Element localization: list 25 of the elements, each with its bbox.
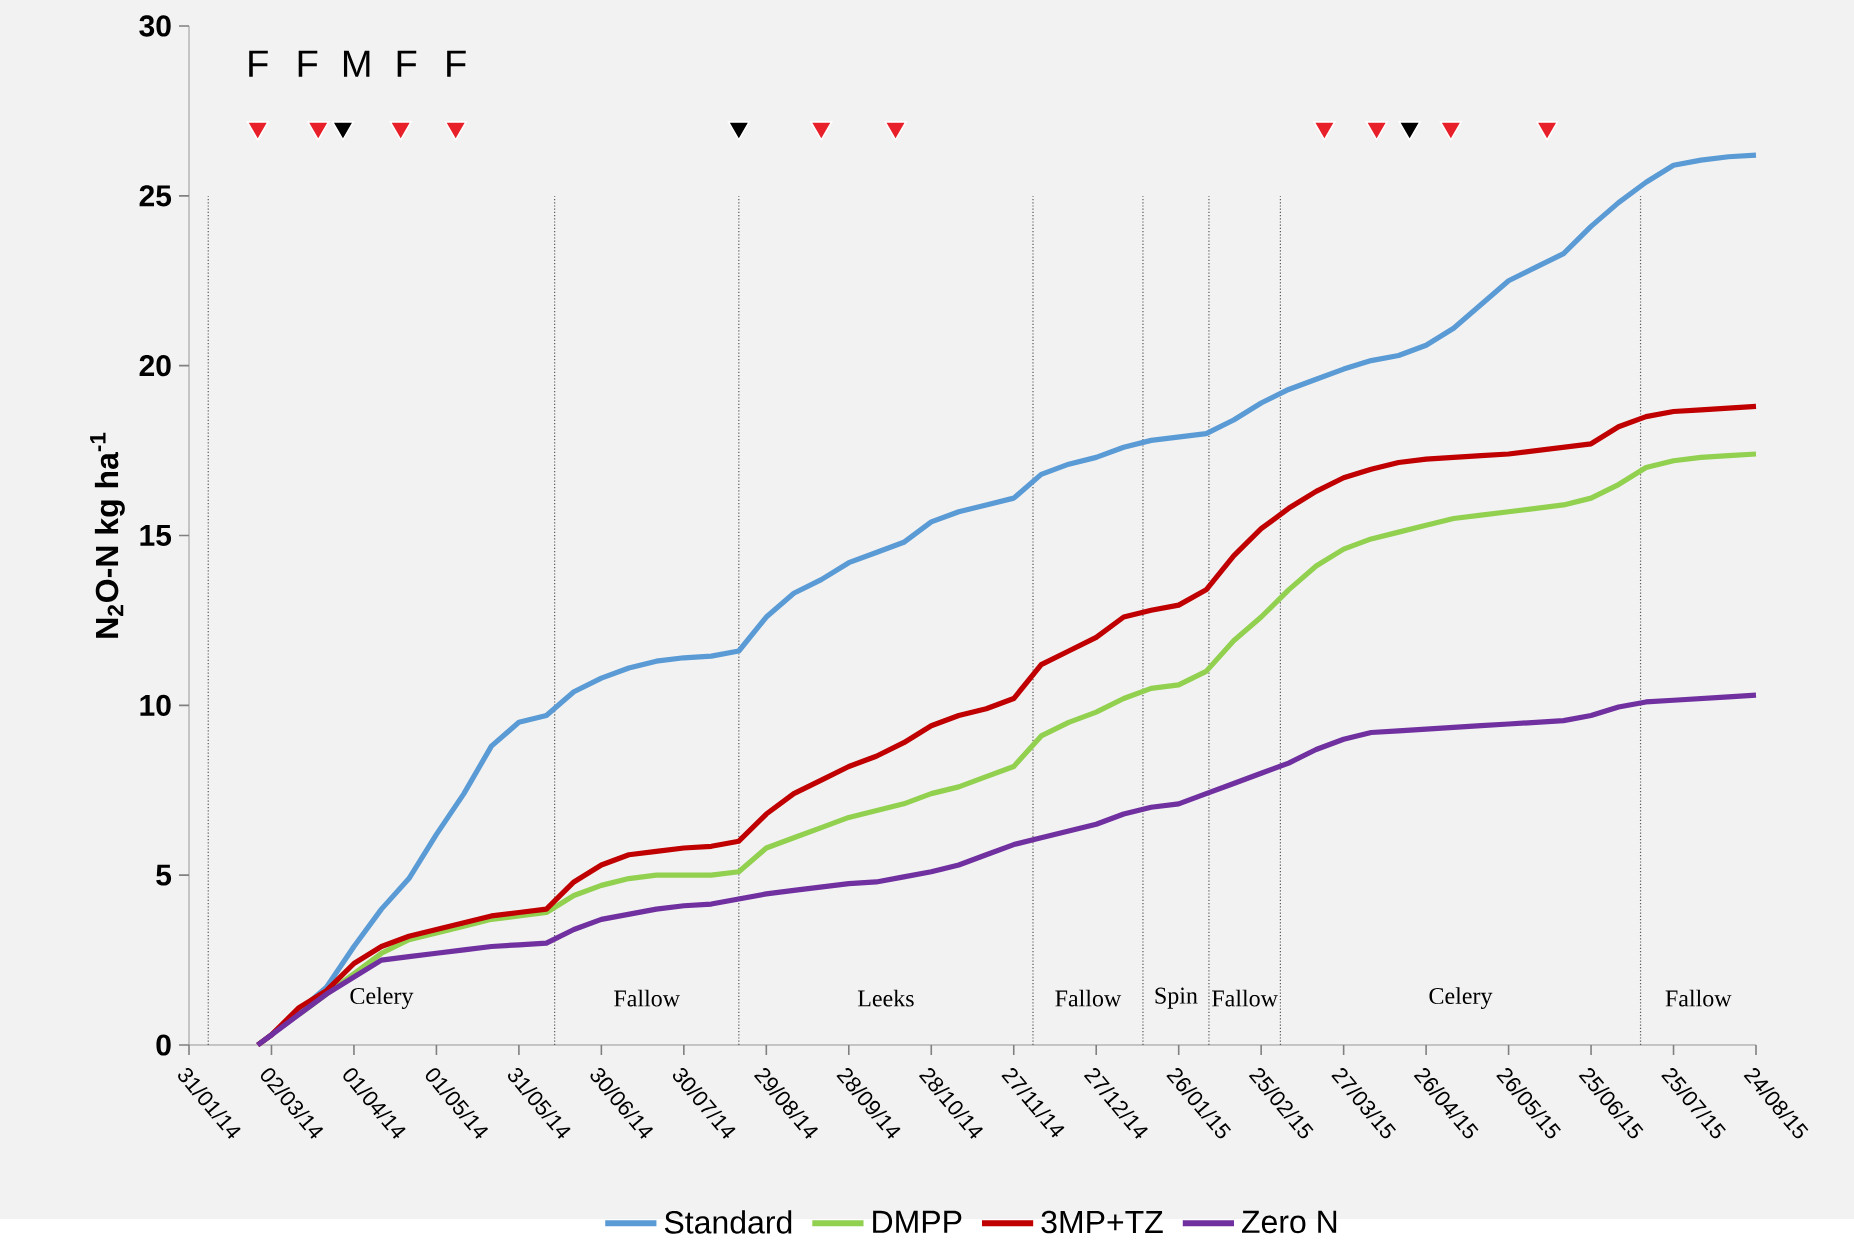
annotation: Leeks bbox=[857, 989, 914, 1007]
annotation: Celery bbox=[350, 987, 414, 1009]
y-tick-label: 15 bbox=[140, 524, 172, 546]
annotation: Fallow bbox=[1665, 989, 1732, 1007]
y-tick-label: 20 bbox=[139, 354, 171, 377]
annotation: F bbox=[298, 50, 318, 77]
legend-label: DMPP bbox=[873, 1210, 962, 1233]
y-tick-label: 5 bbox=[156, 864, 172, 886]
annotation: F bbox=[397, 50, 417, 77]
y-tick-label: 10 bbox=[140, 694, 171, 716]
y-tick-label: 30 bbox=[139, 15, 171, 37]
annotation: Fallow bbox=[1055, 989, 1122, 1007]
y-tick-label: 0 bbox=[156, 1034, 171, 1056]
annotation: M bbox=[343, 50, 370, 77]
annotation: Fallow bbox=[1212, 989, 1278, 1007]
annotation: Fallow bbox=[614, 989, 680, 1007]
y-axis-title: N$_{2}$O-N kg ha$^{-1}$ bbox=[90, 432, 125, 638]
annotation: F bbox=[249, 50, 268, 77]
y-tick-label: 25 bbox=[139, 185, 172, 207]
annotation: Spin bbox=[1155, 987, 1198, 1009]
annotation: Celery bbox=[1429, 987, 1493, 1009]
annotation: F bbox=[447, 50, 466, 77]
legend-label: 3MP+TZ bbox=[1041, 1210, 1163, 1234]
legend-label: Zero N bbox=[1241, 1210, 1337, 1233]
legend-label: Standard bbox=[664, 1210, 792, 1234]
